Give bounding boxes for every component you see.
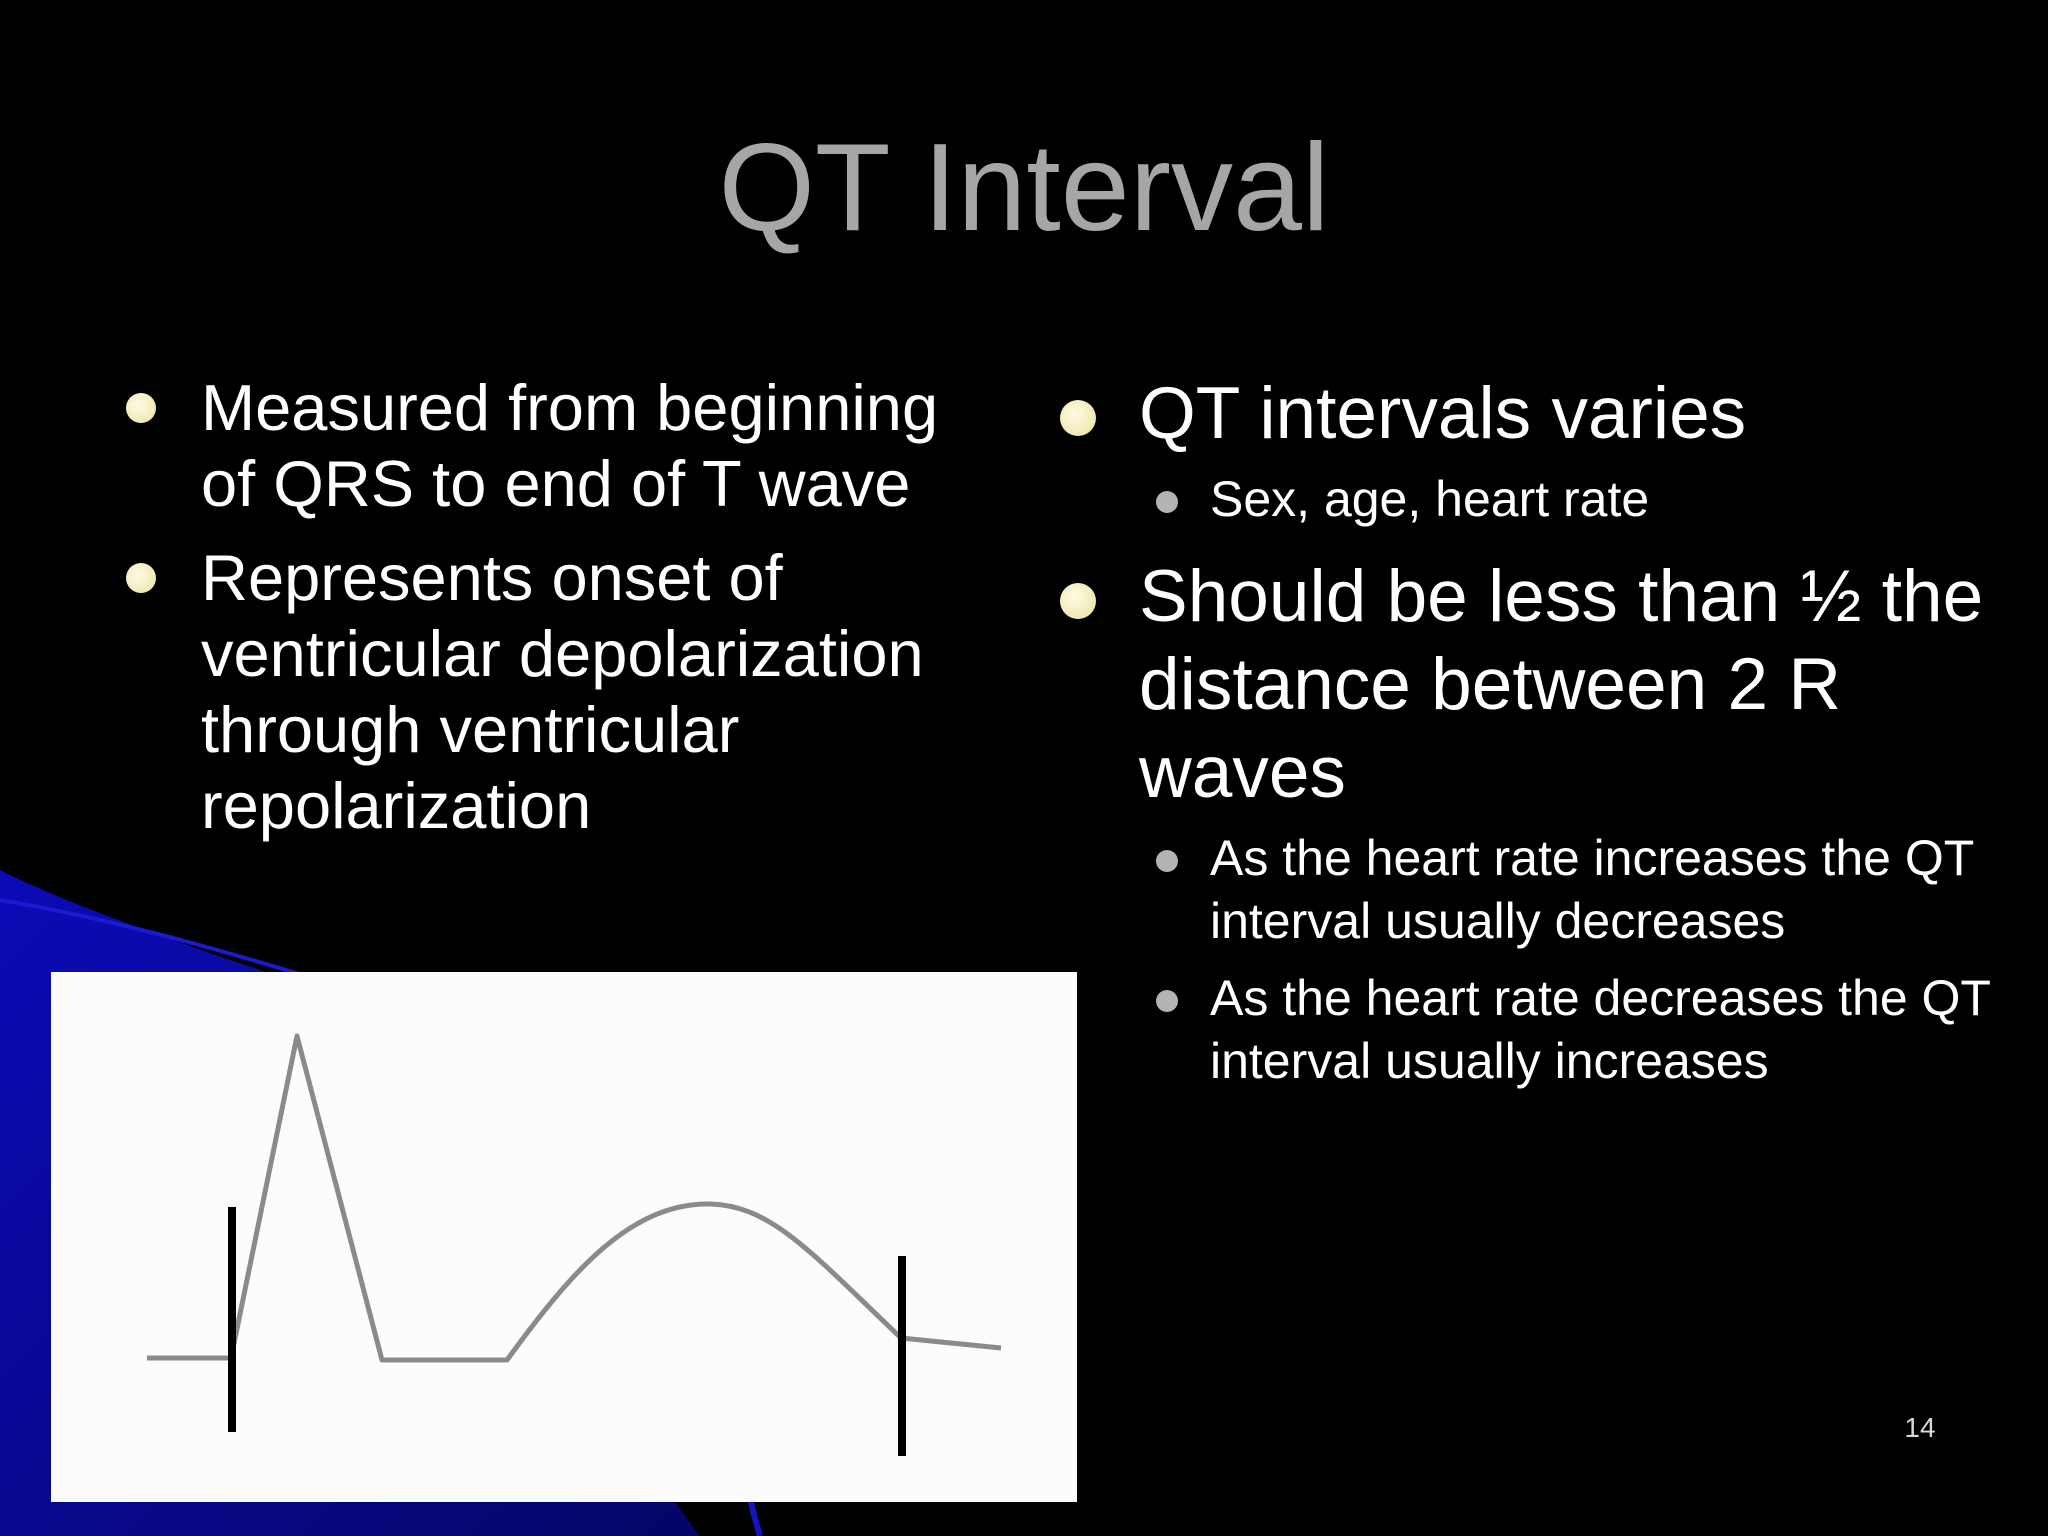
sub-bullet: As the heart rate decreases the QT inter… [1148,967,2000,1093]
left-bullet-1: Measured from beginning of QRS to end of… [126,370,996,522]
sub-bullet: Sex, age, heart rate [1148,468,2000,531]
ecg-trace [147,1033,1002,1363]
right-bullet-2-sublist: As the heart rate increases the QT inter… [1148,827,2000,1093]
slide-title: QT Interval [718,119,1330,257]
ecg-waveform [147,1033,1002,1456]
page-number: 14 [1904,1412,1936,1443]
sub-bullet: As the heart rate increases the QT inter… [1148,827,2000,953]
left-bullet-list: Measured from beginning of QRS to end of… [126,370,996,862]
right-bullet-2-text: Should be less than ½ the distance betwe… [1139,556,1984,813]
right-bullet-2: Should be less than ½ the distance betwe… [1060,553,2000,1093]
right-bullet-1-sublist: Sex, age, heart rate [1148,468,2000,531]
right-bullet-1: QT intervals varies Sex, age, heart rate [1060,370,2000,531]
ecg-figure [51,972,1077,1502]
left-bullet-2: Represents onset of ventricular depolari… [126,540,996,844]
right-bullet-list: QT intervals varies Sex, age, heart rate… [1060,370,2000,1107]
right-bullet-1-text: QT intervals varies [1139,373,1747,454]
